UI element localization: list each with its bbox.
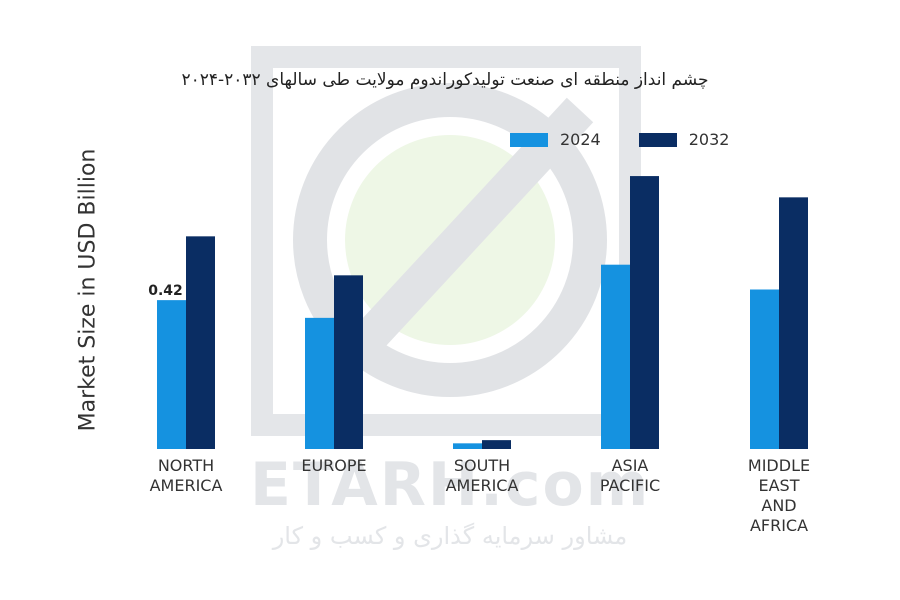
watermark-tagline: مشاور سرمایه گذاری و کسب و کار — [272, 522, 628, 550]
legend-label-2032: 2032 — [688, 130, 730, 149]
bar-2024-north-america — [157, 300, 186, 449]
x-tick-label: SOUTH AMERICA — [446, 456, 519, 495]
bar-2032-south-america — [482, 440, 511, 449]
x-tick-label: NORTH AMERICA — [150, 456, 223, 495]
legend-item-2024: 2024 — [510, 130, 601, 149]
x-tick-label: ASIA PACIFIC — [600, 456, 660, 495]
bar-2032-europe — [334, 275, 363, 449]
bar-2024-asia-pacific — [601, 264, 630, 449]
legend-item-2032: 2032 — [638, 130, 730, 149]
data-label: 0.42 — [148, 283, 183, 299]
bar-2032-middle-east-and-africa — [779, 197, 808, 449]
bar-2032-north-america — [186, 236, 215, 449]
watermark-brand: ETARH.com — [250, 450, 651, 520]
chart-title: چشم انداز منطقه ای صنعت تولیدکوراندوم مو… — [181, 70, 709, 90]
x-tick-label: EUROPE — [301, 456, 366, 475]
legend-label-2024: 2024 — [560, 130, 601, 149]
x-tick-label: MIDDLE EAST AND AFRICA — [748, 456, 810, 535]
bar-2024-middle-east-and-africa — [750, 289, 779, 449]
legend-swatch-2032 — [638, 132, 677, 147]
bar-2024-south-america — [453, 443, 482, 449]
legend: 2024 2032 — [510, 130, 767, 149]
bar-2032-asia-pacific — [630, 176, 659, 450]
bar-2024-europe — [305, 317, 334, 449]
legend-swatch-2024 — [510, 132, 548, 147]
